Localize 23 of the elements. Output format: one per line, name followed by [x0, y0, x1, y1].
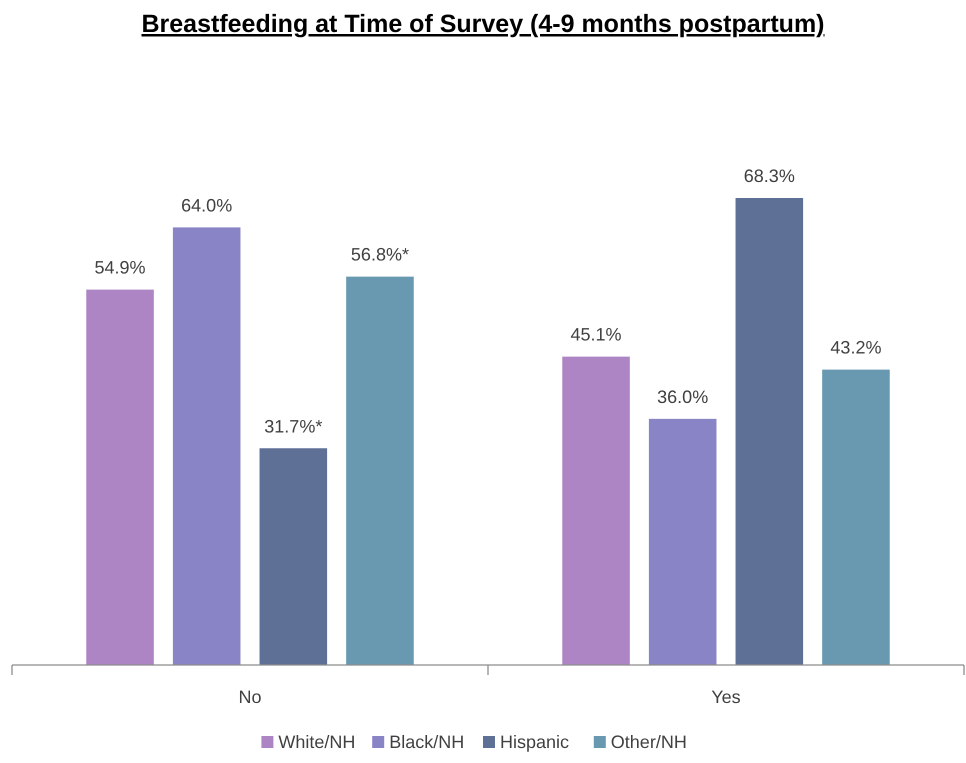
data-label: 64.0%	[181, 195, 232, 216]
bar	[346, 276, 414, 665]
x-tick-label: No	[238, 687, 262, 707]
bar	[736, 198, 804, 665]
bar	[86, 290, 154, 665]
bar	[260, 448, 328, 665]
legend-label: White/NH	[278, 732, 356, 752]
data-label: 31.7%*	[264, 416, 322, 436]
legend-label: Other/NH	[610, 732, 687, 752]
legend-label: Black/NH	[389, 732, 464, 752]
data-label: 68.3%	[744, 166, 795, 186]
data-label: 56.8%*	[350, 244, 409, 265]
bar	[648, 418, 716, 665]
legend-label: Hispanic	[500, 732, 570, 752]
chart-title: Breastfeeding at Time of Survey (4-9 months postpartum)	[142, 10, 824, 38]
x-tick-label: Yes	[711, 687, 741, 707]
data-label: 45.1%	[570, 324, 622, 345]
bar	[172, 227, 240, 665]
data-label: 43.2%	[830, 338, 882, 358]
data-label: 54.9%	[94, 258, 146, 278]
data-label: 36.0%	[657, 386, 708, 407]
bar	[822, 370, 890, 665]
bar	[562, 356, 630, 665]
